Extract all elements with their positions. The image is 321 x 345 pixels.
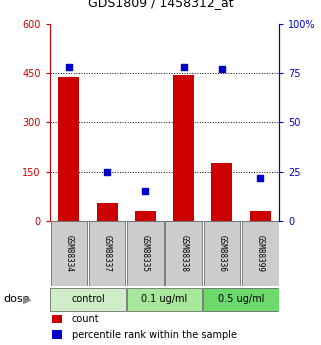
Text: GSM88338: GSM88338 — [179, 235, 188, 272]
Text: GSM88334: GSM88334 — [65, 235, 74, 272]
Bar — [58, 77, 79, 221]
Bar — [250, 211, 271, 221]
Text: GDS1809 / 1458312_at: GDS1809 / 1458312_at — [88, 0, 233, 9]
Point — [181, 65, 186, 70]
Point — [219, 67, 224, 72]
Bar — [204, 221, 240, 286]
Bar — [50, 288, 126, 311]
Bar — [52, 331, 62, 339]
Bar — [89, 221, 126, 286]
Text: 0.1 ug/ml: 0.1 ug/ml — [141, 294, 188, 304]
Bar — [50, 221, 87, 286]
Text: GSM88336: GSM88336 — [217, 235, 226, 272]
Bar — [52, 315, 62, 323]
Point — [66, 65, 72, 70]
Text: control: control — [71, 294, 105, 304]
Bar — [165, 221, 202, 286]
Bar — [135, 211, 156, 221]
Text: GSM88335: GSM88335 — [141, 235, 150, 272]
Point — [257, 175, 263, 180]
Text: 0.5 ug/ml: 0.5 ug/ml — [218, 294, 264, 304]
Bar — [127, 288, 202, 311]
Text: percentile rank within the sample: percentile rank within the sample — [72, 330, 237, 340]
Text: ▶: ▶ — [23, 294, 31, 304]
Text: GSM88337: GSM88337 — [103, 235, 112, 272]
Text: dose: dose — [3, 294, 30, 304]
Point — [143, 188, 148, 194]
Bar — [127, 221, 164, 286]
Bar — [97, 203, 118, 221]
Point — [105, 169, 110, 174]
Bar — [203, 288, 279, 311]
Text: GSM88399: GSM88399 — [256, 235, 265, 272]
Bar — [173, 75, 194, 221]
Text: count: count — [72, 314, 99, 324]
Bar — [211, 164, 232, 221]
Bar — [242, 221, 279, 286]
